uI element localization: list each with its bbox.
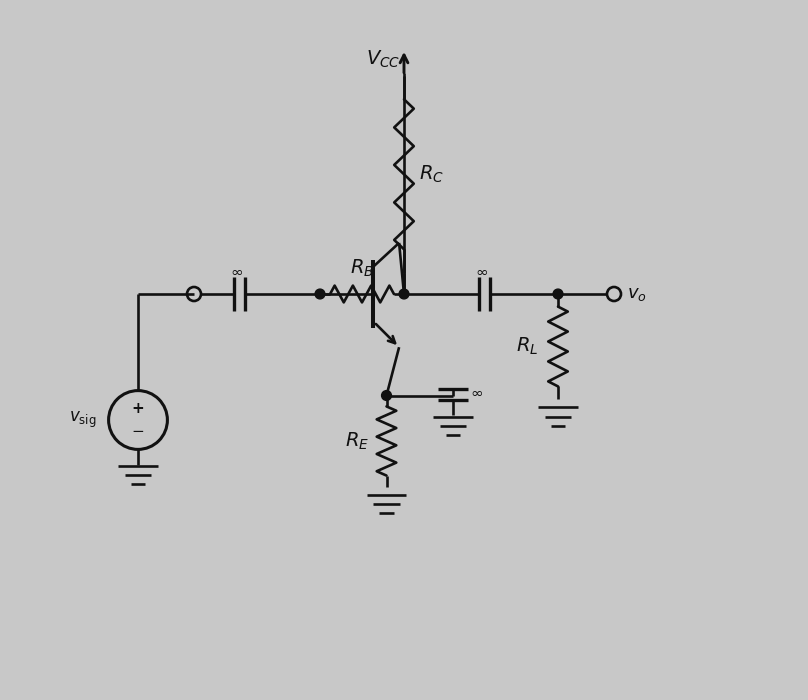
Circle shape <box>553 289 563 299</box>
Text: $v_o$: $v_o$ <box>626 285 646 303</box>
Text: $\infty$: $\infty$ <box>229 264 242 279</box>
Text: $\infty$: $\infty$ <box>474 264 487 279</box>
Text: $\infty$: $\infty$ <box>470 384 483 400</box>
Text: −: − <box>132 424 145 440</box>
Text: +: + <box>132 400 145 416</box>
Text: $v_{\rm sig}$: $v_{\rm sig}$ <box>69 410 96 430</box>
Circle shape <box>399 289 409 299</box>
Text: $R_E$: $R_E$ <box>345 430 369 452</box>
Text: $R_B$: $R_B$ <box>350 258 374 279</box>
Text: $R_L$: $R_L$ <box>516 336 538 357</box>
Text: $V_{CC}$: $V_{CC}$ <box>365 49 400 70</box>
Circle shape <box>381 391 391 400</box>
Circle shape <box>315 289 325 299</box>
Text: $R_C$: $R_C$ <box>419 164 444 185</box>
